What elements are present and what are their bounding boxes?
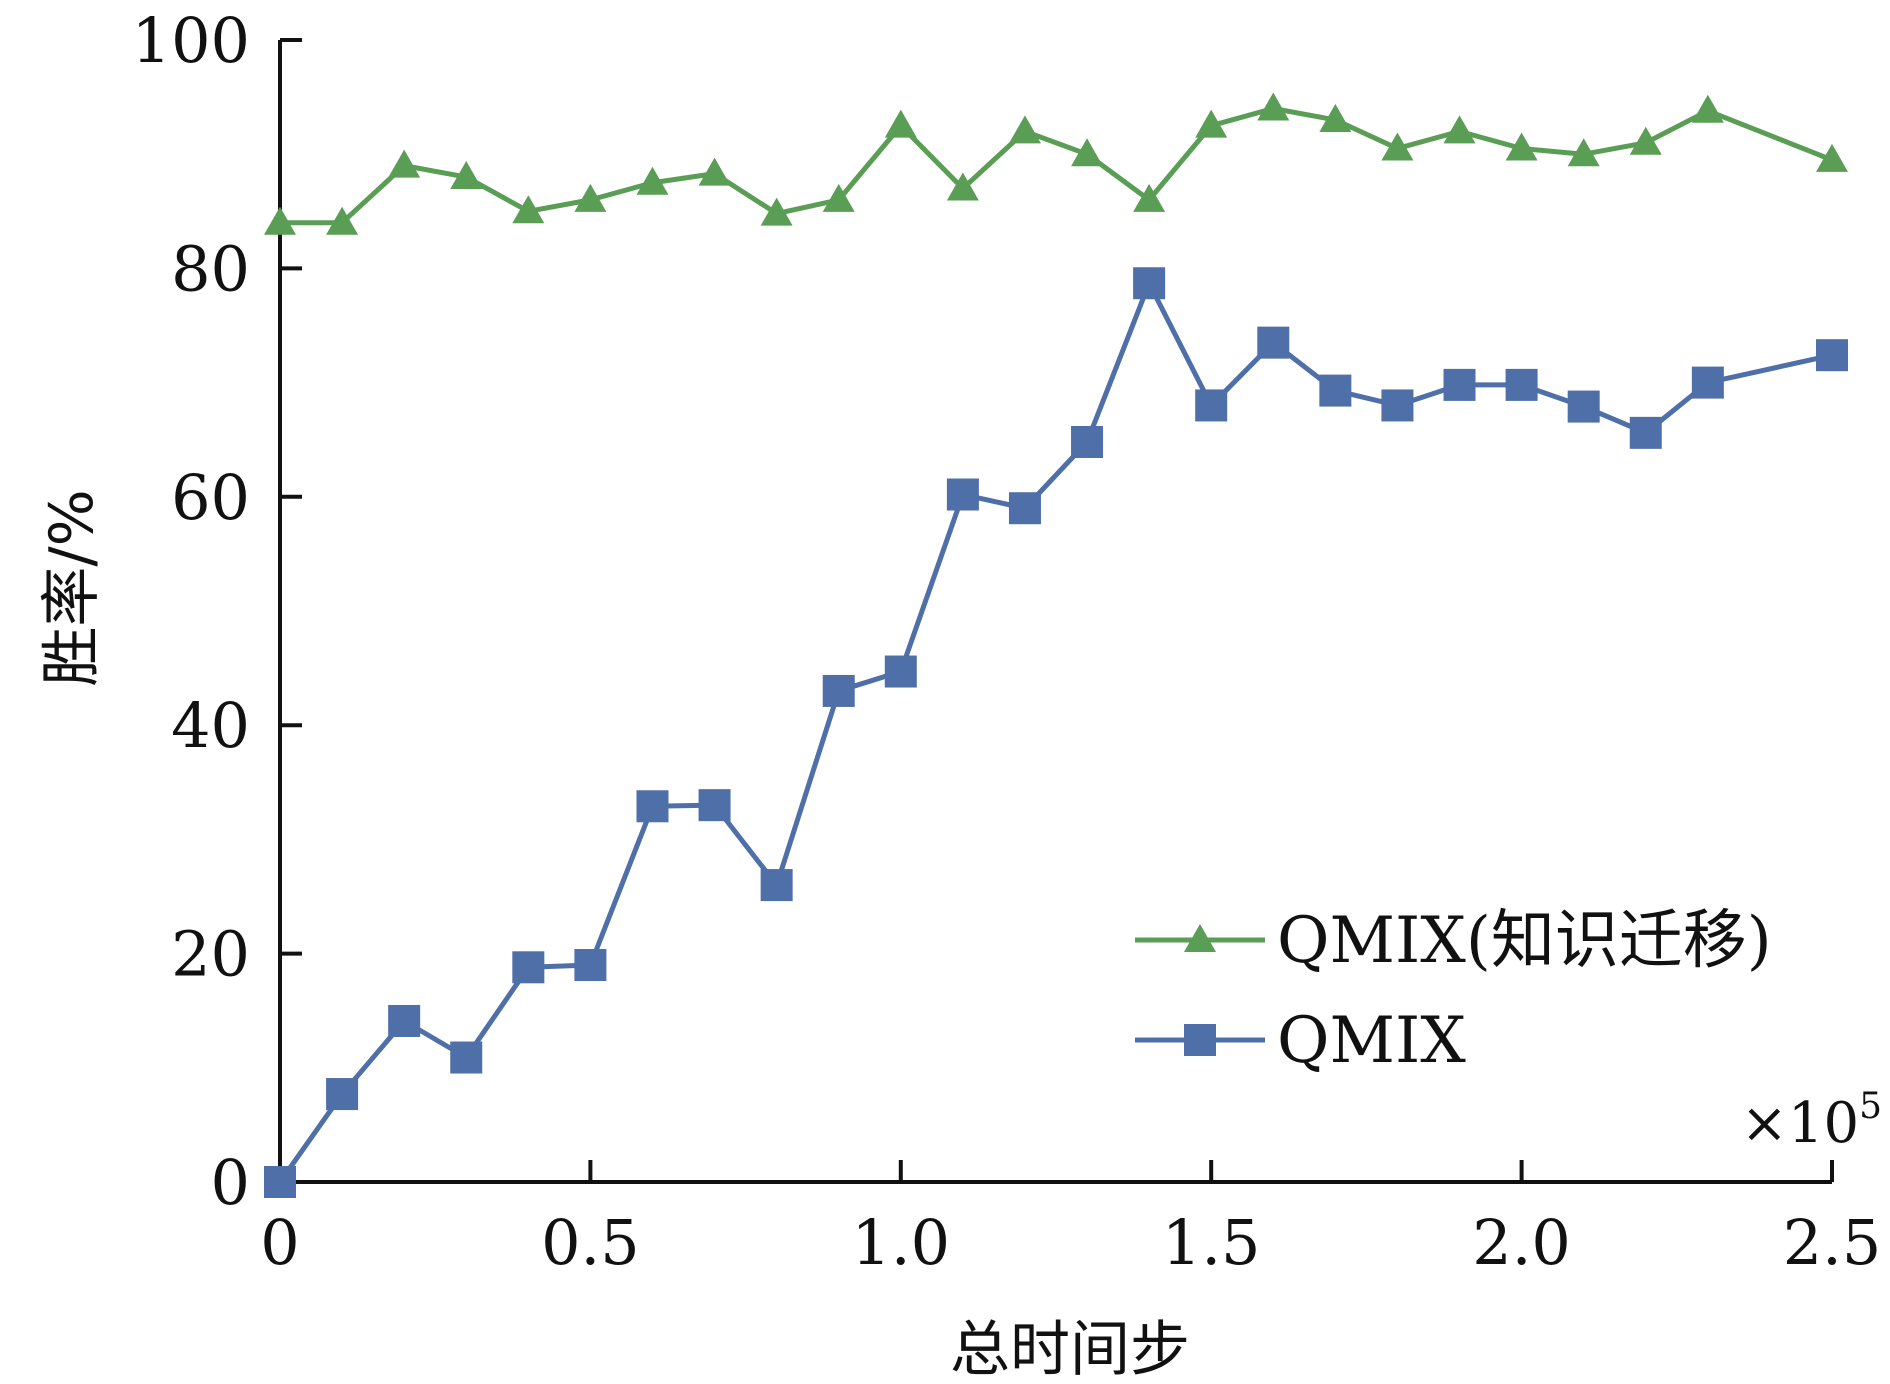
data-point-qmix [698, 789, 731, 822]
data-point-qmix-transfer [1505, 132, 1538, 161]
y-tick-label: 40 [171, 689, 250, 762]
data-point-qmix-transfer [1381, 132, 1414, 161]
legend-marker-qmix [1184, 1024, 1216, 1056]
data-point-qmix-transfer [512, 195, 545, 224]
data-point-qmix-transfer [1195, 109, 1228, 138]
data-point-qmix [822, 674, 855, 707]
data-point-qmix [760, 869, 793, 902]
y-tick-label: 0 [211, 1146, 250, 1219]
y-tick-label: 100 [132, 4, 250, 77]
data-point-qmix [512, 951, 545, 984]
data-point-qmix [1133, 267, 1166, 300]
tick-labels: 0 20 40 60 80 100 0 0.5 1.0 1.5 2.0 2.5 [132, 4, 1882, 1279]
x-tick-label: 2.5 [1783, 1206, 1882, 1279]
data-point-qmix-transfer [1691, 94, 1724, 123]
y-tick-label: 80 [171, 232, 250, 305]
x-tick-label: 1.5 [1162, 1206, 1261, 1279]
data-point-qmix [388, 1004, 421, 1037]
data-point-qmix-transfer [946, 172, 979, 201]
data-point-qmix-transfer [884, 109, 917, 138]
data-point-qmix-transfer [450, 161, 483, 190]
data-point-qmix [1443, 368, 1476, 401]
data-point-qmix-transfer [1319, 103, 1352, 132]
data-point-qmix-transfer [1008, 115, 1041, 144]
data-point-qmix [636, 790, 669, 823]
data-point-qmix-transfer [264, 206, 296, 235]
data-point-qmix-transfer [760, 197, 793, 226]
y-tick-label: 20 [171, 918, 250, 991]
x-tick-label: 1.0 [851, 1206, 950, 1279]
data-point-qmix-transfer [1071, 138, 1104, 167]
data-point-qmix-transfer [1629, 126, 1662, 155]
data-point-qmix [884, 655, 917, 688]
data-point-qmix [1567, 390, 1600, 423]
data-point-qmix [946, 478, 979, 511]
data-point-qmix [1381, 389, 1414, 422]
data-point-qmix [1008, 492, 1041, 525]
data-point-qmix [1505, 368, 1538, 401]
data-point-qmix-transfer [822, 183, 855, 212]
data-point-qmix-transfer [574, 183, 607, 212]
axes [278, 38, 1834, 1184]
data-point-qmix-transfer [388, 149, 421, 178]
data-point-qmix [1071, 425, 1104, 458]
y-axis-title: 胜率/% [37, 489, 107, 686]
x-multiplier: ×105 [1741, 1086, 1882, 1156]
data-point-qmix [574, 949, 607, 982]
data-point-qmix [1195, 389, 1228, 422]
data-point-qmix-transfer [1567, 138, 1600, 167]
data-point-qmix [1629, 416, 1662, 449]
data-point-qmix-transfer [1257, 92, 1290, 121]
legend: QMIX(知识迁移) QMIX [1135, 904, 1772, 1078]
x-axis-title: 总时间步 [950, 1315, 1190, 1384]
series-markers [264, 92, 1848, 1198]
y-tick-label: 60 [171, 461, 250, 534]
data-point-qmix-transfer [1443, 115, 1476, 144]
data-point-qmix [1691, 366, 1724, 399]
data-point-qmix [1816, 339, 1848, 372]
data-point-qmix [264, 1166, 296, 1198]
legend-label-qmix: QMIX [1277, 1004, 1466, 1078]
data-point-qmix [450, 1041, 483, 1074]
x-tick-label: 0.5 [541, 1206, 640, 1279]
data-point-qmix [326, 1078, 359, 1111]
data-point-qmix-transfer [698, 157, 731, 186]
data-point-qmix-transfer [1133, 183, 1166, 212]
legend-label-qmix-transfer: QMIX(知识迁移) [1277, 904, 1772, 978]
data-point-qmix-transfer [636, 166, 669, 195]
data-point-qmix-transfer [1816, 143, 1848, 172]
series-lines [277, 106, 1833, 1184]
data-point-qmix [1319, 374, 1352, 407]
data-point-qmix [1257, 326, 1290, 359]
x-tick-label: 2.0 [1472, 1206, 1571, 1279]
x-tick-label: 0 [260, 1206, 299, 1279]
legend-marker-qmix-transfer [1184, 924, 1216, 952]
data-point-qmix-transfer [326, 206, 359, 235]
